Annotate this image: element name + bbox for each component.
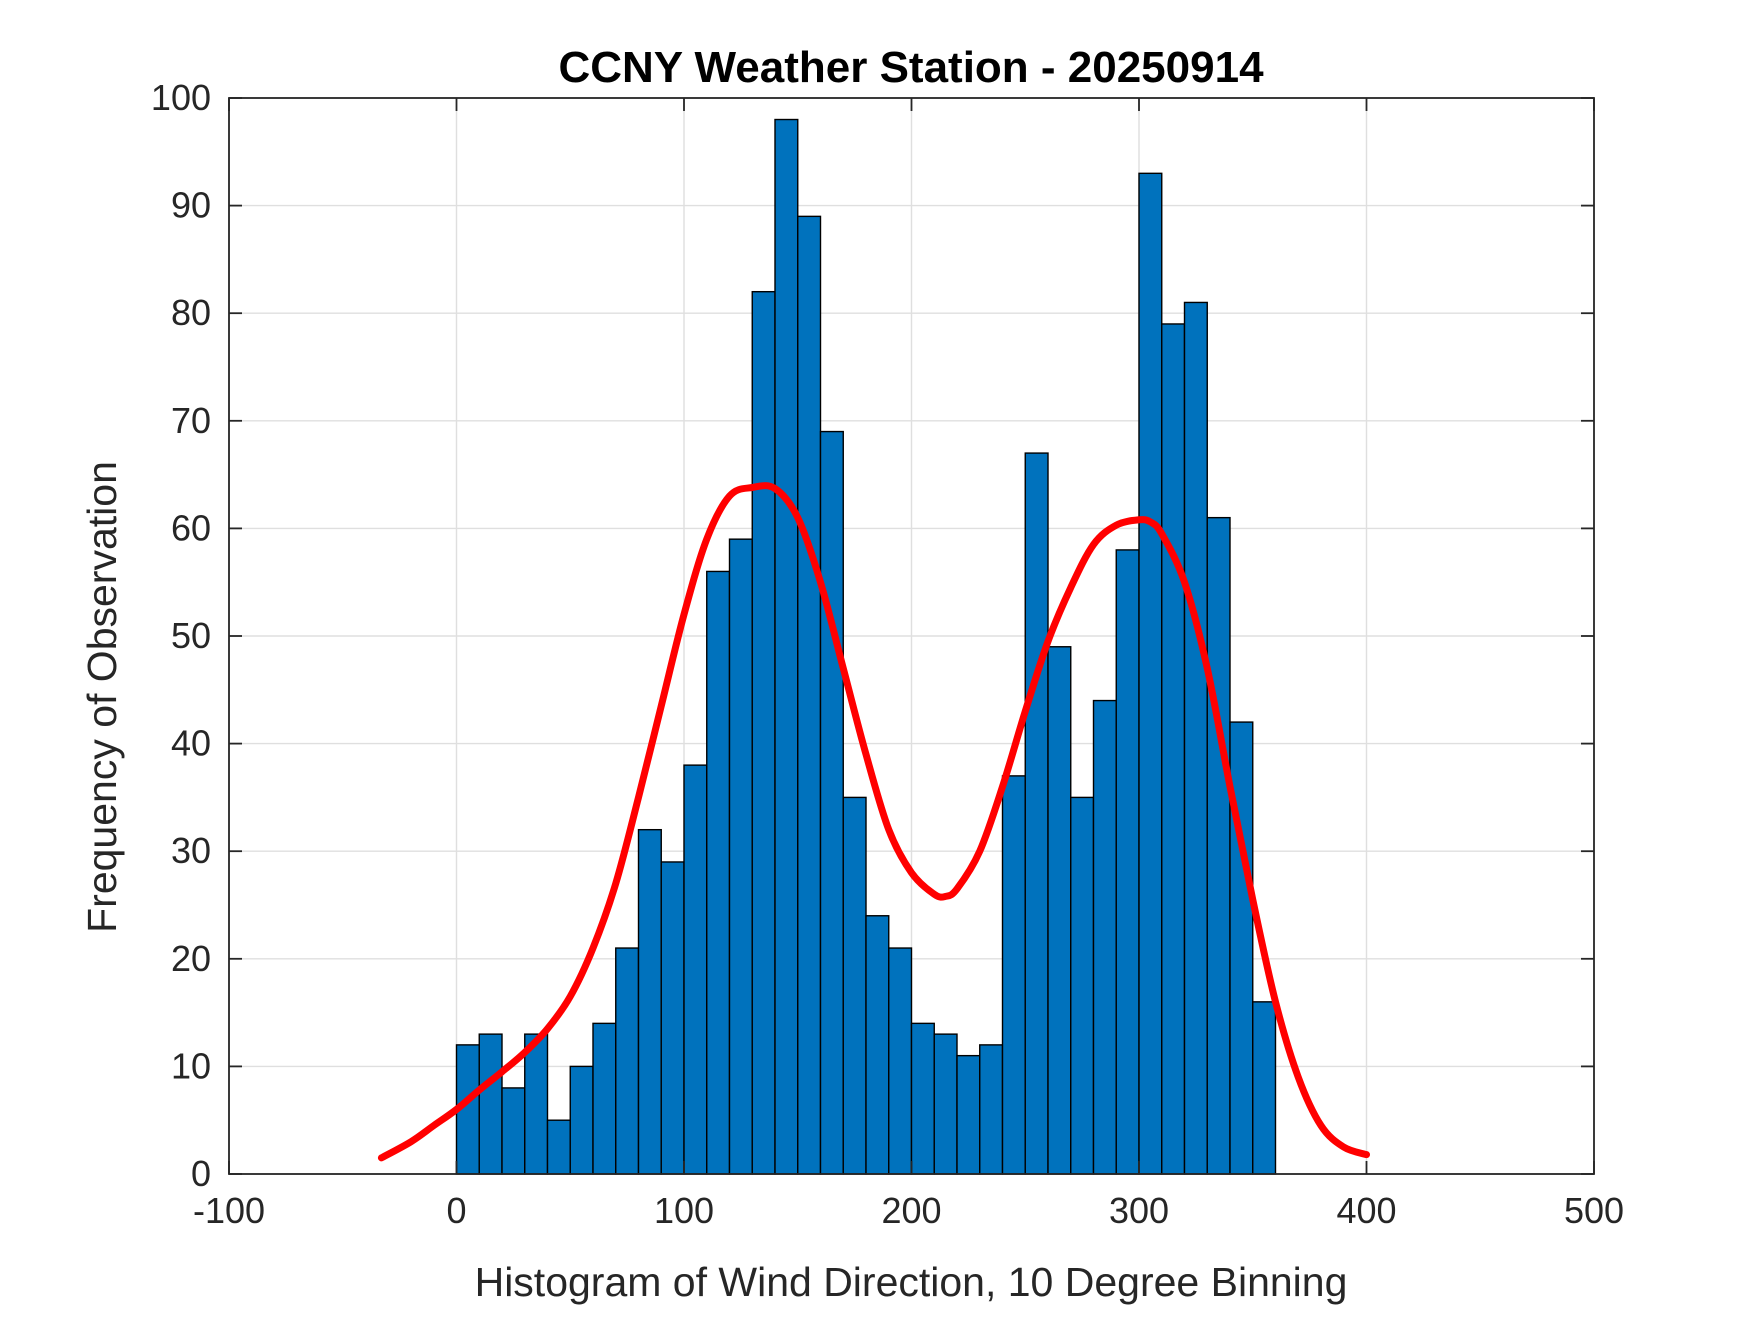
y-tick-label-5: 50 xyxy=(171,615,211,656)
histogram-bar-18 xyxy=(865,915,890,1175)
histogram-bar-35 xyxy=(1252,1001,1277,1175)
y-tick-label-0: 0 xyxy=(191,1153,211,1194)
chart-title: CCNY Weather Station - 20250914 xyxy=(558,43,1264,92)
histogram-bar-1 xyxy=(478,1033,503,1175)
histogram-bar-26 xyxy=(1047,646,1072,1175)
histogram-bar-31 xyxy=(1161,323,1186,1175)
histogram-bar-15 xyxy=(797,215,822,1175)
histogram-bar-22 xyxy=(956,1054,981,1175)
histogram-bar-7 xyxy=(615,947,640,1175)
histogram-bar-19 xyxy=(888,947,913,1175)
histogram-bar-28 xyxy=(1092,699,1117,1175)
y-tick-label-9: 90 xyxy=(171,185,211,226)
y-axis-label: Frequency of Observation xyxy=(79,461,125,933)
y-tick-label-2: 20 xyxy=(171,938,211,979)
y-tick-label-10: 100 xyxy=(151,77,211,118)
y-tick-label-8: 80 xyxy=(171,292,211,333)
histogram-bar-29 xyxy=(1115,549,1140,1175)
fit-curve-line xyxy=(377,482,1370,1162)
x-tick-label-2: 100 xyxy=(654,1190,714,1231)
histogram-bar-33 xyxy=(1206,516,1231,1175)
y-tick-label-4: 40 xyxy=(171,723,211,764)
y-tick-label-6: 60 xyxy=(171,507,211,548)
histogram-bar-25 xyxy=(1024,452,1049,1175)
histogram-bar-2 xyxy=(501,1087,526,1175)
histogram-bar-11 xyxy=(706,570,731,1175)
x-tick-label-0: -100 xyxy=(193,1190,265,1231)
histogram-bar-21 xyxy=(933,1033,958,1175)
y-tick-label-7: 70 xyxy=(171,400,211,441)
histogram-bar-24 xyxy=(1001,775,1026,1175)
histogram-bar-12 xyxy=(728,538,753,1175)
histogram-bar-9 xyxy=(660,861,685,1175)
x-tick-label-5: 400 xyxy=(1336,1190,1396,1231)
histogram-bar-10 xyxy=(683,764,708,1175)
x-tick-labels: -100 0 100 200 300 400 500 xyxy=(193,1190,1624,1231)
histogram-bar-6 xyxy=(592,1022,617,1175)
histogram-bar-20 xyxy=(910,1022,935,1175)
histogram-bar-32 xyxy=(1183,301,1208,1175)
histogram-bar-4 xyxy=(546,1119,571,1175)
histogram-bar-16 xyxy=(819,430,844,1175)
fit-curve-layer xyxy=(377,482,1370,1162)
x-tick-label-1: 0 xyxy=(446,1190,466,1231)
histogram-bar-17 xyxy=(842,796,867,1175)
y-tick-label-1: 10 xyxy=(171,1045,211,1086)
histogram-bar-3 xyxy=(524,1033,549,1175)
histogram-bar-14 xyxy=(774,118,799,1175)
histogram-bar-23 xyxy=(979,1044,1004,1175)
y-tick-labels: 0 10 20 30 40 50 60 70 80 90 100 xyxy=(151,77,211,1194)
x-tick-label-3: 200 xyxy=(881,1190,941,1231)
x-axis-label: Histogram of Wind Direction, 10 Degree B… xyxy=(475,1259,1348,1305)
histogram-bar-30 xyxy=(1138,172,1163,1175)
tick-marks xyxy=(228,97,1595,1175)
histogram-bar-27 xyxy=(1070,796,1095,1175)
histogram-bar-8 xyxy=(637,828,662,1175)
x-tick-label-4: 300 xyxy=(1109,1190,1169,1231)
x-tick-label-6: 500 xyxy=(1564,1190,1624,1231)
histogram-bar-5 xyxy=(569,1065,594,1175)
histogram-bar-13 xyxy=(751,290,776,1175)
y-tick-label-3: 30 xyxy=(171,830,211,871)
